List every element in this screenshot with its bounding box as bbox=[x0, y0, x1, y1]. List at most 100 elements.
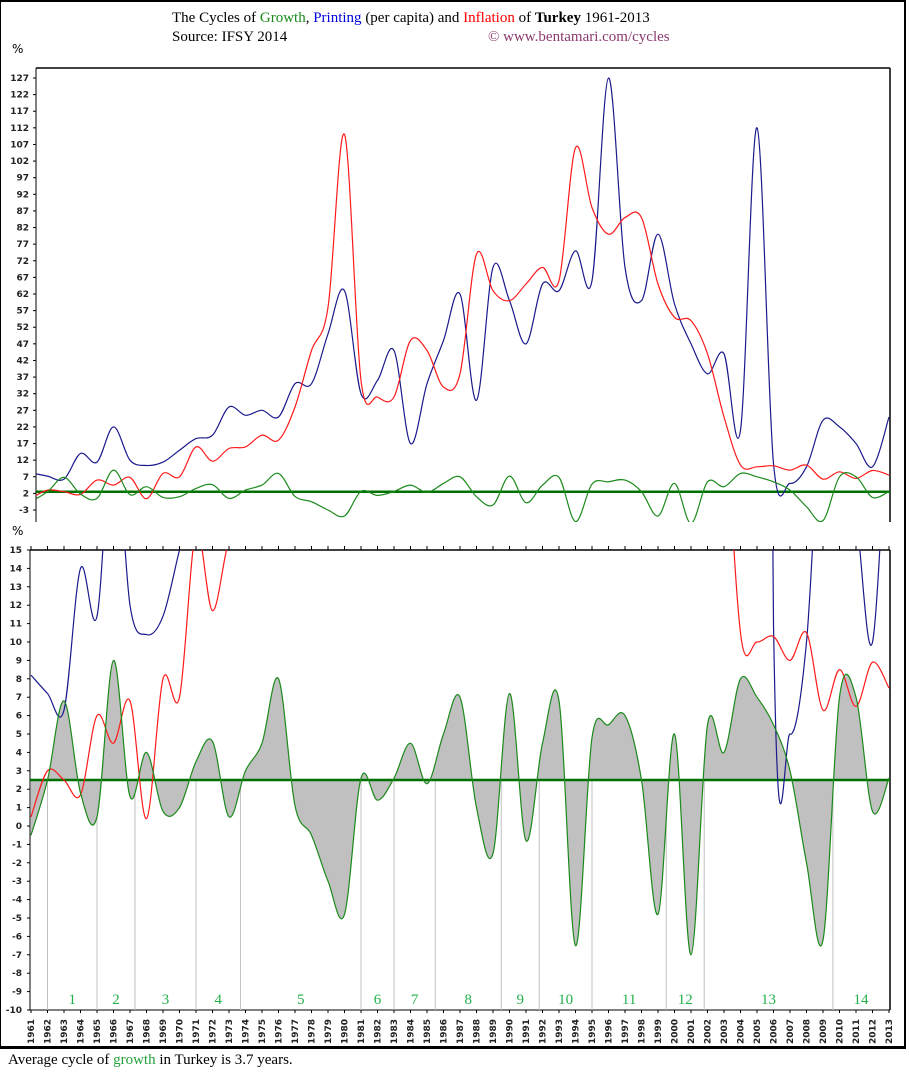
upper-y-tick-label: -3 bbox=[19, 506, 29, 516]
x-tick-label: 1964 bbox=[77, 1019, 87, 1044]
x-tick-label: 1971 bbox=[192, 1019, 202, 1044]
title-country: Turkey bbox=[534, 10, 581, 26]
lower-y-tick-label: 4 bbox=[16, 748, 22, 758]
x-tick-label: 1969 bbox=[159, 1019, 169, 1044]
lower-y-tick-label: 15 bbox=[9, 546, 22, 556]
x-tick-label: 2007 bbox=[786, 1019, 796, 1044]
lower-y-tick-label: 14 bbox=[9, 564, 22, 574]
lower-axis-unit: % bbox=[12, 524, 24, 538]
x-tick-label: 2002 bbox=[704, 1019, 714, 1044]
x-tick-label: 2003 bbox=[720, 1019, 730, 1044]
source-label: Source: IFSY 2014 bbox=[172, 29, 288, 45]
cycle-label-2: 2 bbox=[112, 992, 120, 1008]
cycle-label-14: 14 bbox=[853, 992, 869, 1008]
cycle-label-3: 3 bbox=[162, 992, 170, 1008]
upper-y-tick-label: 27 bbox=[16, 406, 29, 416]
footer-prefix: Average cycle of bbox=[8, 1052, 110, 1068]
x-tick-label: 1981 bbox=[357, 1019, 367, 1044]
cycle-label-10: 10 bbox=[558, 992, 573, 1008]
lower-y-tick-label: 0 bbox=[16, 822, 22, 832]
x-tick-label: 1993 bbox=[555, 1019, 565, 1044]
x-tick-label: 1980 bbox=[341, 1019, 351, 1044]
upper-y-tick-label: 72 bbox=[16, 257, 29, 267]
x-tick-label: 1985 bbox=[423, 1019, 433, 1044]
x-tick-label: 2001 bbox=[687, 1019, 697, 1044]
lower-y-tick-label: 12 bbox=[9, 601, 22, 611]
upper-y-tick-label: 2 bbox=[23, 489, 29, 499]
x-tick-label: 1982 bbox=[374, 1019, 384, 1044]
upper-y-tick-label: 47 bbox=[16, 340, 29, 350]
x-tick-label: 1997 bbox=[621, 1019, 631, 1044]
lower-plot bbox=[30, 550, 890, 1010]
upper-y-tick-label: 42 bbox=[16, 356, 29, 366]
x-tick-label: 1996 bbox=[605, 1019, 615, 1044]
x-tick-label: 1975 bbox=[258, 1019, 268, 1044]
upper-y-tick-label: 67 bbox=[16, 273, 29, 283]
x-tick-label: 1961 bbox=[27, 1019, 37, 1044]
x-tick-label: 1986 bbox=[440, 1019, 450, 1044]
upper-plot bbox=[36, 77, 890, 522]
x-tick-label: 1970 bbox=[176, 1019, 186, 1044]
x-tick-label: 1999 bbox=[654, 1019, 664, 1044]
x-tick-label: 1976 bbox=[275, 1019, 285, 1044]
x-tick-label: 2004 bbox=[737, 1019, 747, 1044]
x-tick-label: 1994 bbox=[572, 1019, 582, 1044]
upper-y-tick-label: 22 bbox=[16, 423, 29, 433]
upper-series-inflation bbox=[36, 133, 890, 500]
lower-y-tick-label: 8 bbox=[16, 675, 22, 685]
footer-suffix: in Turkey is 3.7 years. bbox=[159, 1052, 293, 1068]
x-tick-label: 1972 bbox=[209, 1019, 219, 1044]
lower-y-tick-label: 5 bbox=[16, 730, 22, 740]
upper-y-tick-label: 37 bbox=[16, 373, 29, 383]
x-tick-label: 1984 bbox=[407, 1019, 417, 1044]
upper-y-tick-label: 122 bbox=[10, 91, 29, 101]
x-tick-label: 1967 bbox=[126, 1019, 136, 1044]
title-printing: Printing bbox=[313, 10, 362, 26]
x-tick-label: 2000 bbox=[671, 1019, 681, 1044]
lower-series-growth bbox=[30, 659, 890, 956]
upper-y-tick-label: 102 bbox=[10, 157, 29, 167]
footer-growth: growth bbox=[113, 1052, 156, 1068]
lower-y-tick-label: -9 bbox=[12, 988, 22, 998]
x-tick-label: 1978 bbox=[308, 1019, 318, 1044]
x-tick-label: 1979 bbox=[324, 1019, 334, 1044]
lower-y-tick-label: 10 bbox=[9, 638, 22, 648]
x-tick-label: 1962 bbox=[44, 1019, 54, 1044]
title-inflation: Inflation bbox=[463, 10, 515, 26]
x-tick-label: 2005 bbox=[753, 1019, 763, 1044]
lower-y-tick-label: -2 bbox=[12, 859, 22, 869]
x-tick-label: 1974 bbox=[242, 1019, 252, 1044]
lower-y-tick-label: 3 bbox=[16, 767, 22, 777]
upper-y-tick-label: 57 bbox=[16, 307, 29, 317]
cycle-label-9: 9 bbox=[516, 992, 524, 1008]
upper-y-tick-label: 117 bbox=[10, 107, 29, 117]
x-tick-label: 2006 bbox=[770, 1019, 780, 1044]
title-sep: , bbox=[305, 10, 310, 26]
upper-y-tick-label: 127 bbox=[10, 74, 29, 84]
upper-y-tick-label: 17 bbox=[16, 440, 29, 450]
title-prefix: The Cycles of bbox=[172, 10, 257, 26]
title-growth: Growth bbox=[259, 10, 306, 26]
cycle-label-8: 8 bbox=[465, 992, 473, 1008]
x-tick-label: 1963 bbox=[60, 1019, 70, 1044]
lower-y-tick-label: -5 bbox=[12, 914, 22, 924]
cycle-label-12: 12 bbox=[678, 992, 693, 1008]
cycle-label-4: 4 bbox=[215, 992, 223, 1008]
cycle-label-1: 1 bbox=[69, 992, 77, 1008]
lower-series-printing bbox=[30, 550, 881, 805]
lower-y-tick-label: 6 bbox=[16, 712, 22, 722]
cycle-label-7: 7 bbox=[411, 992, 419, 1008]
lower-y-tick-label: -10 bbox=[6, 1006, 22, 1016]
lower-y-tick-label: 2 bbox=[16, 785, 22, 795]
title-mid: (per capita) and bbox=[365, 10, 460, 26]
cycle-label-6: 6 bbox=[374, 992, 382, 1008]
x-tick-label: 2011 bbox=[852, 1019, 862, 1044]
x-tick-label: 1977 bbox=[291, 1019, 301, 1044]
footer-note: Average cycle of growth in Turkey is 3.7… bbox=[8, 1052, 293, 1069]
lower-y-tick-label: -1 bbox=[12, 840, 22, 850]
x-tick-label: 1991 bbox=[522, 1019, 532, 1044]
copyright-link[interactable]: © www.bentamari.com/cycles bbox=[488, 29, 670, 45]
lower-y-tick-label: -8 bbox=[12, 969, 22, 979]
lower-y-tick-label: 9 bbox=[16, 656, 22, 666]
